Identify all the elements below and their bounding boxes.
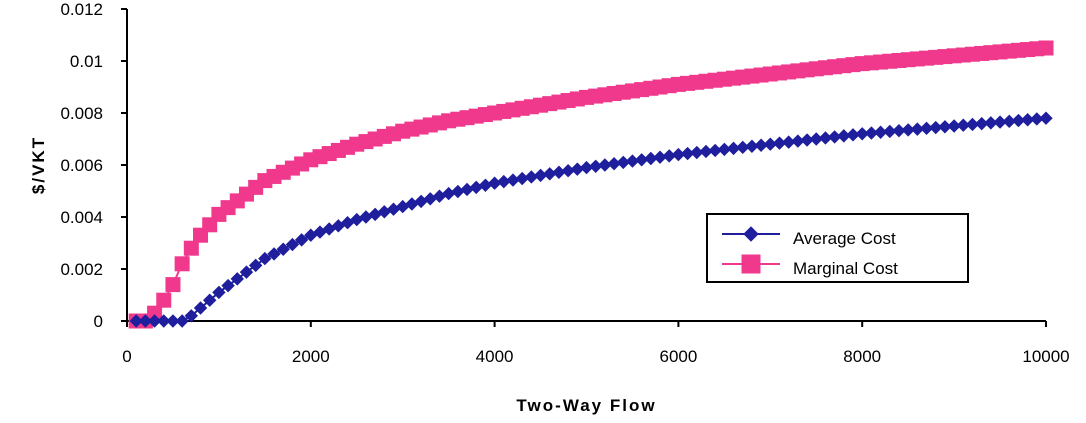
data-point (230, 272, 244, 286)
x-tick-label: 0 (122, 347, 131, 366)
data-point (129, 314, 143, 328)
data-point (156, 292, 172, 308)
legend-marker (741, 254, 761, 274)
x-tick-label: 10000 (1022, 347, 1069, 366)
data-point (285, 237, 300, 252)
legend-marker (743, 226, 759, 242)
x-tick-label: 6000 (659, 347, 697, 366)
series-layer (128, 40, 1054, 329)
data-point (174, 256, 190, 272)
series-average-cost (129, 111, 1053, 328)
data-point (294, 233, 309, 247)
data-point (175, 314, 189, 328)
data-point (239, 265, 254, 279)
x-axis-title: Two-Way Flow (516, 396, 656, 415)
legend: Average Cost Marginal Cost (706, 213, 969, 283)
data-point (147, 314, 162, 328)
x-tick-label: 8000 (843, 347, 881, 366)
series-marginal-cost (128, 40, 1054, 329)
axes: 0 0.002 0.004 0.006 0.008 0.01 0.012 0 2000 4000 6… (60, 0, 1069, 366)
data-point (478, 178, 493, 192)
legend-item: Average Cost (722, 226, 896, 248)
data-point (165, 277, 181, 293)
data-point (212, 285, 226, 300)
legend-item: Marginal Cost (722, 254, 898, 278)
data-point (460, 182, 474, 197)
y-tick-label: 0.004 (60, 208, 103, 227)
data-point (1038, 40, 1054, 56)
data-point (221, 278, 235, 293)
legend-label: Marginal Cost (793, 259, 898, 278)
data-point (267, 247, 281, 261)
x-tick-label: 2000 (292, 347, 330, 366)
data-point (138, 314, 153, 328)
data-point (258, 251, 272, 266)
x-tick-label: 4000 (476, 347, 514, 366)
y-tick-label: 0.008 (60, 104, 103, 123)
data-point (193, 301, 208, 315)
data-point (1039, 111, 1053, 125)
data-point (451, 184, 465, 199)
legend-label: Average Cost (793, 229, 896, 248)
data-point (276, 242, 290, 256)
y-tick-label: 0 (94, 312, 103, 331)
data-point (469, 180, 483, 195)
y-axis-title: $/VKT (29, 136, 48, 194)
y-tick-label: 0.006 (60, 156, 103, 175)
y-tick-label: 0.012 (60, 0, 103, 19)
data-point (203, 293, 217, 307)
data-point (157, 314, 171, 328)
y-tick-label: 0.01 (70, 52, 103, 71)
legend-box (706, 213, 969, 283)
data-point (183, 240, 199, 256)
data-point (184, 309, 199, 323)
y-tick-label: 0.002 (60, 260, 103, 279)
data-point (166, 314, 180, 328)
data-point (248, 258, 263, 273)
